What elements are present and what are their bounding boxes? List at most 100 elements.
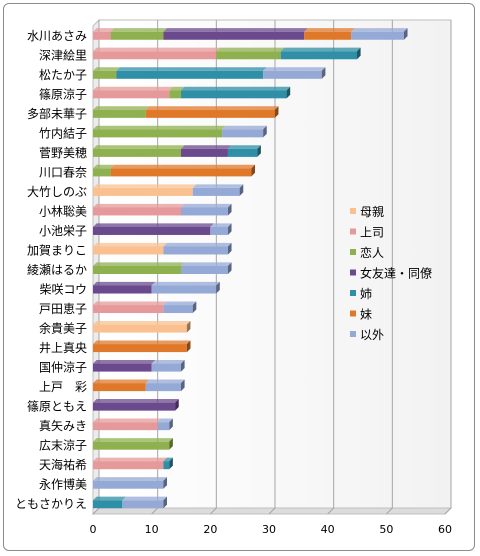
x-tick-label: 50 [379,523,393,536]
bar-segment-top [93,360,156,364]
category-labels: 水川あさみ深津絵里松たか子篠原涼子多部未華子竹内結子菅野美穂川口春奈大竹しのぶ小… [15,29,87,511]
legend-swatch [350,310,356,317]
bar-segment [93,441,170,450]
bar-segment [227,148,258,157]
bar-segment [151,363,181,372]
bar-segment-top [163,242,232,247]
bar-segment [192,187,240,196]
bar-segment-end [163,496,167,509]
category-label: 戸田恵子 [39,302,87,316]
legend-swatch [350,269,356,276]
bar-segment-end [251,164,255,177]
bar-segment-top [163,301,197,306]
bar-segment-end [192,301,197,314]
bar-row [93,125,267,138]
category-label: 永作博美 [39,477,87,492]
category-label: 綾瀬はるか [27,262,87,277]
bar-row [93,262,232,274]
bar-segment-end [274,106,279,118]
legend-label: 上司 [360,226,384,240]
bar-segment-end [403,28,408,40]
bar-segment [93,383,146,392]
bar-segment-top [93,399,179,403]
bar-segment-top [93,262,185,266]
bar-segment-top [93,457,167,462]
bar-segment-top [93,145,185,149]
bar-segment-end [163,477,167,489]
bar-segment [93,90,170,99]
category-label: 水川あさみ [27,29,87,43]
bar-segment [304,31,352,40]
category-label: 真矢みき [39,419,87,433]
bar-segment-top [151,360,185,364]
bar-segment [151,285,217,294]
bar-segment [181,207,228,216]
bar-row [93,399,179,411]
bar-segment-top [116,67,267,71]
category-label: 川口春奈 [39,165,87,179]
bar-row [93,223,232,235]
legend-label: 女友達・同僚 [360,266,432,281]
bar-segment-top [122,496,167,501]
bar-segment-top [93,496,126,501]
bar-segment [110,31,164,40]
gridline [268,20,276,515]
legend-label: 姉 [360,286,372,301]
bar-segment [263,70,322,79]
bar-row [93,47,361,60]
bar-segment-top [93,28,115,32]
bar-segment-end [181,360,185,372]
bar-row [93,281,220,294]
bar-segment-top [93,301,167,306]
bar-segment-top [93,106,150,110]
bar-segment [145,109,275,118]
bar-row [93,379,185,392]
bar-segment-top [169,86,185,91]
bar-row [93,457,173,470]
bar-segment-top [93,418,162,423]
category-label: 天海祐希 [39,457,87,472]
bar-segment-end [257,145,261,157]
category-label: 小池栄子 [39,224,87,238]
bar-row [93,340,191,353]
bar-segment [93,207,181,216]
x-tick-labels: 0 10 20 30 40 50 60 [90,523,453,536]
bar-row [93,477,167,489]
bar-segment [210,226,228,235]
bar-row [93,145,261,157]
bar-segment-top [93,203,185,208]
bar-segment [122,500,164,509]
x-tick-label: 40 [321,523,335,536]
bar-segment-end [186,320,191,333]
legend-swatch [350,208,356,214]
bar-segment-top [93,438,173,442]
bar-segment [93,168,111,177]
bar-segment-top [93,86,173,91]
bar-segment-end [169,438,173,450]
gridline [209,20,217,515]
bar-segment-top [93,242,167,247]
category-label: 加賀まりこ [27,243,87,257]
bar-row [93,164,255,177]
bar-segment-top [110,28,167,32]
bar-segment [93,363,152,372]
bar-row [93,67,326,79]
bar-segment [93,305,164,314]
bar-segment [93,324,187,333]
bar-segment [93,402,176,411]
bar-row [93,28,408,40]
legend-swatch [350,228,356,235]
x-tick-label: 30 [262,523,276,536]
bar-segment-end [263,125,267,138]
bar-segment [163,246,228,255]
bar-segment-end [175,399,179,411]
bar-segment [93,148,181,157]
bar-segment-top [304,28,355,32]
bar-segment [110,168,252,177]
bar-segment-end [321,67,326,79]
bar-segment-end [357,47,361,60]
bar-row [93,242,232,255]
gridline [444,20,452,515]
